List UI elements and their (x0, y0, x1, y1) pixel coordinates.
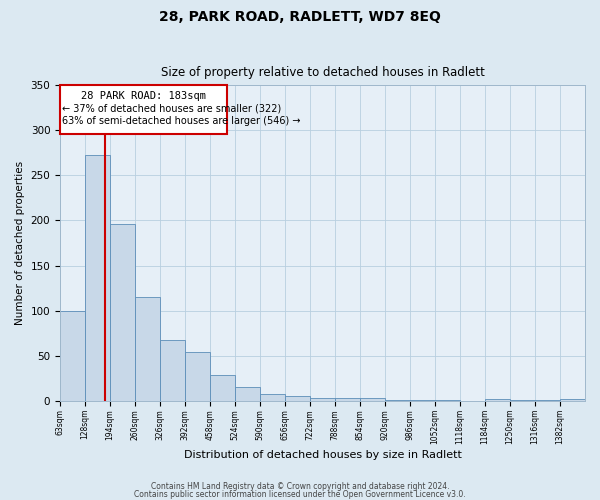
X-axis label: Distribution of detached houses by size in Radlett: Distribution of detached houses by size … (184, 450, 461, 460)
FancyBboxPatch shape (60, 85, 227, 134)
Bar (85, 156, 110, 402)
Bar (310, 398, 335, 402)
Bar (285, 396, 310, 402)
Title: Size of property relative to detached houses in Radlett: Size of property relative to detached ho… (161, 66, 484, 80)
Bar (560, 398, 585, 402)
Bar (185, 352, 210, 402)
Bar (385, 400, 410, 402)
Bar (360, 398, 385, 402)
Bar (260, 394, 285, 402)
Bar (510, 400, 535, 402)
Bar (435, 400, 460, 402)
Bar (235, 387, 260, 402)
Bar (60, 311, 85, 402)
Bar (210, 375, 235, 402)
Bar (335, 398, 360, 402)
Bar (485, 398, 510, 402)
Text: 28 PARK ROAD: 183sqm: 28 PARK ROAD: 183sqm (81, 91, 206, 101)
Bar (135, 298, 160, 402)
Text: ← 37% of detached houses are smaller (322): ← 37% of detached houses are smaller (32… (62, 104, 281, 114)
Text: 28, PARK ROAD, RADLETT, WD7 8EQ: 28, PARK ROAD, RADLETT, WD7 8EQ (159, 10, 441, 24)
Y-axis label: Number of detached properties: Number of detached properties (15, 161, 25, 325)
Bar (410, 400, 435, 402)
Bar (160, 340, 185, 402)
Bar (110, 224, 135, 402)
Bar (535, 400, 560, 402)
Text: Contains public sector information licensed under the Open Government Licence v3: Contains public sector information licen… (134, 490, 466, 499)
Text: 63% of semi-detached houses are larger (546) →: 63% of semi-detached houses are larger (… (62, 116, 301, 126)
Text: Contains HM Land Registry data © Crown copyright and database right 2024.: Contains HM Land Registry data © Crown c… (151, 482, 449, 491)
